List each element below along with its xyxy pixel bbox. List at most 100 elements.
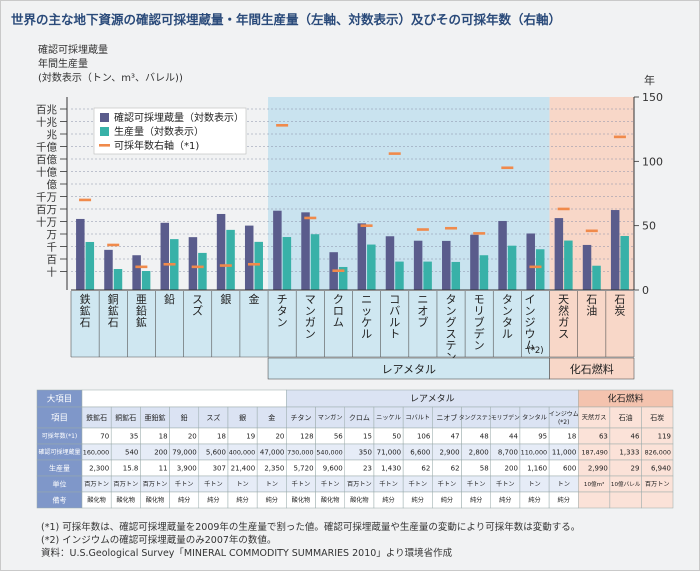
reserves-bar [413, 240, 423, 290]
notes: (*1) 可採年数は、確認可採埋蔵量を2009年の生産量で割った値。確認可採埋蔵… [41, 521, 580, 560]
table-value: 18 [159, 433, 168, 441]
legend-swatch [100, 127, 109, 136]
category-label: 銀 [220, 292, 231, 306]
left-axis-title: 年間生産量 [38, 57, 88, 70]
table-value: 62 [451, 465, 460, 473]
rare-metal-background [268, 97, 550, 290]
reserves-bar [188, 237, 198, 290]
right-axis-unit: 年 [644, 73, 655, 87]
category-label: スズ [192, 293, 203, 318]
table-value: 200 [154, 449, 167, 457]
production-bar [592, 265, 601, 290]
table-value: 600 [563, 465, 576, 473]
table-name: 銀 [239, 413, 246, 422]
production-bar [85, 241, 95, 290]
left-tick-label: 千万 [36, 192, 57, 204]
table-row-header-label: 項目 [51, 414, 68, 424]
reserves-bar [216, 213, 226, 290]
table-value: 119 [658, 433, 671, 441]
table-value: 29 [631, 465, 640, 473]
years-marker [445, 226, 458, 230]
years-marker [135, 265, 148, 269]
table-row-label: 単位 [53, 480, 67, 489]
table-value: 純分 [412, 496, 424, 504]
reserves-bar [76, 218, 85, 290]
table-value: 5,720 [294, 465, 314, 473]
category-label: ニオブ [417, 293, 428, 329]
category-label: マンガン [305, 293, 316, 341]
table-value: 百万トン [113, 481, 138, 488]
legend-label: 確認可採埋蔵量（対数表示） [114, 111, 244, 124]
table-value: トン [558, 481, 570, 488]
table-value: トン [528, 481, 540, 488]
reserves-bar [498, 220, 507, 290]
table-value: 千トン [496, 480, 515, 488]
left-tick-label: 十 [47, 266, 58, 279]
table-value: 純分 [470, 496, 482, 504]
table-row-label: 生産量 [49, 464, 70, 473]
table-value: トン [236, 481, 248, 488]
production-bar [282, 237, 292, 290]
left-tick-label: 百万 [36, 204, 57, 216]
category-label: 鉄鉱石 [80, 292, 91, 329]
table-value: 純分 [266, 496, 278, 504]
reserves-bar [385, 236, 395, 290]
fossil-fuel-background [549, 97, 634, 290]
source-note: 資料：U.S.Geological Survey「MINERAL COMMODI… [41, 548, 453, 559]
production-bar [423, 261, 432, 290]
table-value: 95 [538, 433, 547, 441]
table-value: 56 [334, 433, 343, 441]
table-value: 酸化物 [292, 496, 311, 504]
table-row-label: 確認可採埋蔵量 [38, 448, 80, 456]
table-value: 19 [246, 433, 255, 441]
table-value: 純分 [499, 496, 511, 504]
table-value: 百万トン [347, 481, 372, 488]
table-value: 160,000 [83, 448, 109, 456]
table-value: 540,000 [316, 448, 342, 456]
legend-label: 可採年数右軸（*1) [114, 139, 199, 152]
table-value: 10億バレル [611, 480, 641, 488]
table-value: 540 [125, 449, 138, 457]
table-value: 酸化物 [321, 496, 340, 504]
table-row-label: 備考 [53, 496, 67, 505]
table-value: 15 [363, 433, 372, 441]
reserves-bar [610, 210, 620, 290]
table-value: 307 [213, 465, 226, 473]
table-value: 千トン [379, 480, 398, 488]
table-fossil-label: 化石燃料 [608, 393, 644, 405]
category-label: (*2) [527, 346, 543, 356]
table-value: 11 [159, 465, 168, 473]
table-value: 730,000 [287, 448, 313, 456]
category-label: ニッケル [361, 293, 372, 341]
category-label: モリブデン [474, 293, 485, 352]
table-value: 6,940 [651, 465, 671, 473]
category-label: 天然ガス [558, 293, 569, 341]
table-value: 酸化物 [117, 496, 136, 504]
production-bar [395, 261, 404, 290]
table-value: 千トン [321, 480, 340, 488]
category-bg-basic [71, 291, 269, 357]
years-marker [219, 264, 232, 267]
table-name: 石炭 [650, 414, 664, 422]
left-tick-label: 百兆 [36, 104, 57, 116]
chart-title: 世界の主な地下資源の確認可採埋蔵量・年間生産量（左軸、対数表示）及びその可採年数… [11, 12, 562, 27]
table-value: 2,350 [264, 465, 284, 473]
category-label: 亜鉛鉱 [136, 293, 147, 329]
legend-swatch [99, 144, 110, 147]
table-value: 純分 [382, 496, 394, 504]
table-name: モリブデン [491, 414, 520, 422]
table-value: 46 [631, 433, 640, 441]
years-marker [388, 152, 401, 155]
table-name: 金 [268, 413, 275, 422]
table-cell [609, 491, 642, 509]
reserves-bar [160, 222, 170, 290]
table-value: 200 [505, 465, 518, 473]
note-2: (*2) インジウムの確認可採埋蔵量のみ2007年の数値。 [41, 535, 277, 546]
production-bar [535, 249, 545, 290]
years-marker [416, 228, 429, 231]
production-bar [367, 244, 376, 290]
category-label: 金 [248, 292, 259, 306]
table-row-label: 可採年数(*1) [42, 432, 78, 440]
